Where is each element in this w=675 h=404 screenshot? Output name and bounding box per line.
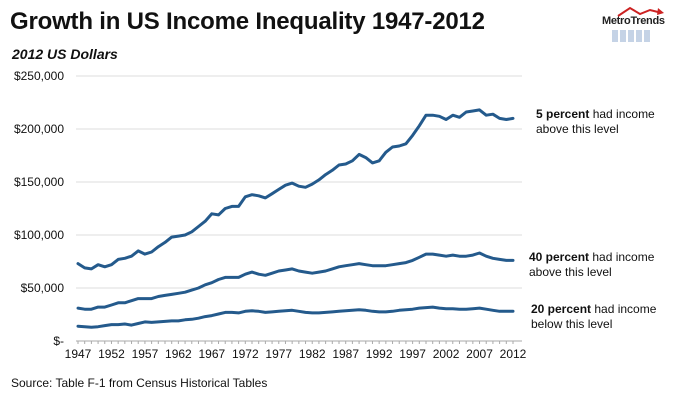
series-line-top40 (76, 251, 515, 311)
y-tick-label: $250,000 (14, 69, 64, 83)
logo-bar (612, 30, 618, 42)
x-tick-label: 1997 (399, 347, 426, 361)
logo-graphic-icon (612, 6, 664, 42)
annotation-top40-line2: above this level (529, 265, 612, 279)
x-tick-label: 2007 (466, 347, 493, 361)
logo-bar (636, 30, 642, 42)
annotation-top5-bold: 5 percent (536, 107, 590, 121)
metrotrends-logo: MetroTrends (598, 4, 668, 44)
annotation-top40-bold: 40 percent (529, 250, 590, 264)
logo-text: MetroTrends (602, 15, 665, 27)
annotation-top40: 40 percent had income above this level (529, 250, 654, 280)
x-tick-label: 1962 (165, 347, 192, 361)
annotation-top40-rest: had income (589, 250, 655, 264)
x-tick-label: 1982 (299, 347, 326, 361)
x-tick-label: 1967 (198, 347, 225, 361)
y-tick-label: $150,000 (14, 175, 64, 189)
logo-bar (620, 30, 626, 42)
x-tick-label: 1992 (366, 347, 393, 361)
logo-bar (628, 30, 634, 42)
annotation-top5-rest: had income (589, 107, 655, 121)
annotation-bottom20-bold: 20 percent (531, 302, 592, 316)
gridlines (76, 75, 522, 289)
x-tick-label: 1987 (332, 347, 359, 361)
annotation-bottom20-line2: below this level (531, 317, 613, 331)
chart-title: Growth in US Income Inequality 1947-2012 (10, 8, 485, 35)
x-tick-label: 1952 (98, 347, 125, 361)
annotation-bottom20: 20 percent had income below this level (531, 302, 656, 332)
x-tick-label: 1972 (232, 347, 259, 361)
y-tick-label: $200,000 (14, 122, 64, 136)
y-tick-label: $50,000 (21, 281, 65, 295)
x-tick-label: 2002 (433, 347, 460, 361)
y-axis-labels: $- $50,000 $100,000 $150,000 $200,000 $250,00… (14, 69, 64, 348)
x-axis: 1947 1952 1957 1962 1967 1972 1977 1982 1987 1992… (65, 340, 527, 361)
logo-arrow (617, 6, 659, 17)
y-tick-label: $100,000 (14, 228, 64, 242)
source-note: Source: Table F-1 from Census Historical… (11, 376, 268, 390)
x-tick-label: 1977 (265, 347, 292, 361)
series-line-bottom20 (76, 305, 515, 329)
series-line-top5 (76, 108, 515, 271)
x-tick-label: 2012 (500, 347, 527, 361)
annotation-bottom20-rest: had income (591, 302, 657, 316)
logo-arrowhead (657, 8, 664, 15)
chart-subtitle: 2012 US Dollars (12, 46, 118, 62)
x-tick-label: 1957 (132, 347, 159, 361)
x-tick-label: 1947 (65, 347, 92, 361)
annotation-top5-line2: above this level (536, 122, 619, 136)
annotation-top5: 5 percent had income above this level (536, 107, 655, 137)
logo-bar (644, 30, 650, 42)
y-tick-label: $- (53, 334, 64, 348)
series-lines (76, 108, 515, 329)
